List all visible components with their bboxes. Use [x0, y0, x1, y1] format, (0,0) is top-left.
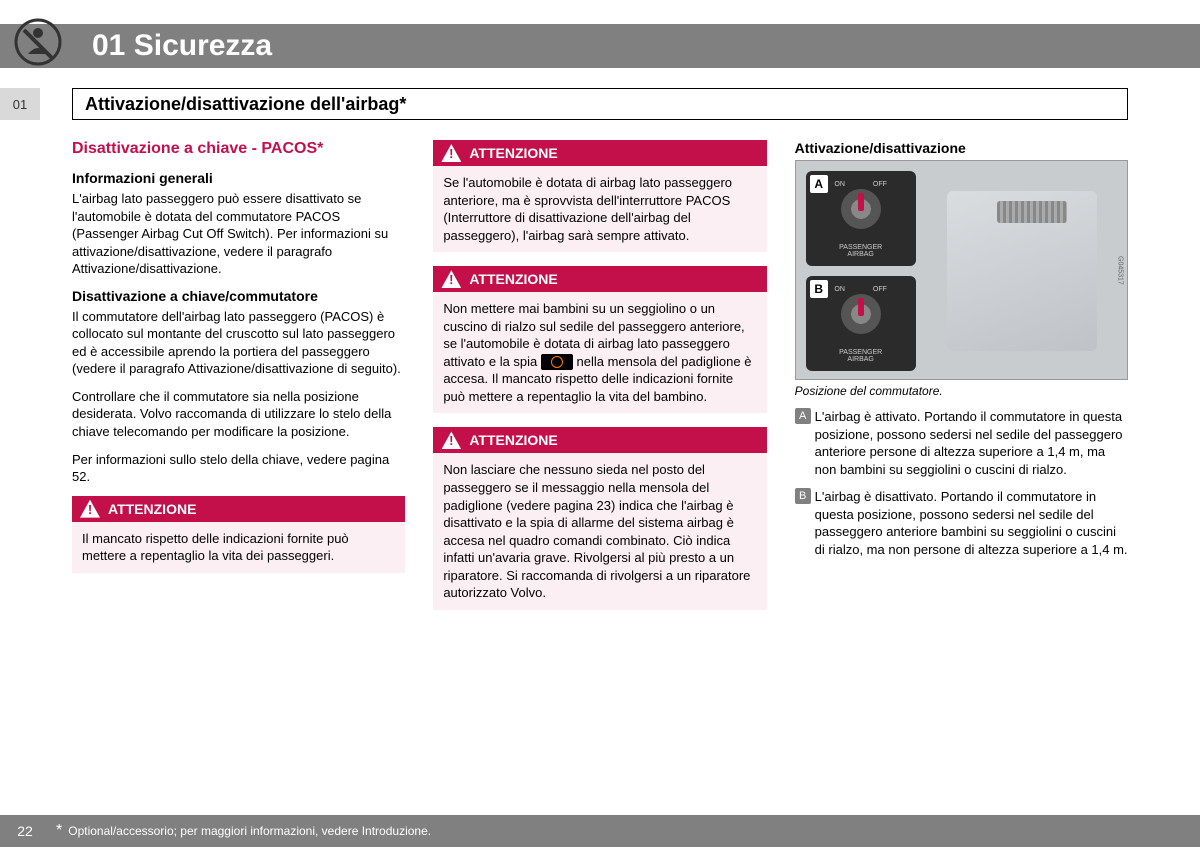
panel-sublabel: PASSENGER AIRBAG	[839, 244, 882, 258]
on-off-labels: ON OFF	[834, 181, 887, 188]
col1-sub2: Disattivazione a chiave/commutatore	[72, 288, 405, 304]
warning-header: ATTENZIONE	[433, 140, 766, 166]
column-2: ATTENZIONE Se l'automobile è dotata di a…	[433, 140, 766, 624]
warning-header: ATTENZIONE	[433, 266, 766, 292]
warning-header: ATTENZIONE	[72, 496, 405, 522]
chapter-header: 01 Sicurezza	[0, 24, 1200, 68]
col1-warning: ATTENZIONE Il mancato rispetto delle ind…	[72, 496, 405, 573]
on-label: ON	[834, 181, 845, 188]
seatbelt-icon	[8, 12, 68, 72]
off-label: OFF	[873, 286, 887, 293]
pacos-switch-figure: A ON OFF PASSENGER AIRBAG B ON OFF PASSE…	[795, 160, 1128, 380]
on-off-labels: ON OFF	[834, 286, 887, 293]
warning-triangle-icon	[441, 431, 461, 449]
warning-body: Non mettere mai bambini su un seggiolino…	[433, 292, 766, 413]
col1-p4: Per informazioni sullo stelo della chiav…	[72, 451, 405, 486]
panel-sublabel: PASSENGER AIRBAG	[839, 349, 882, 363]
warning-body: Se l'automobile è dotata di airbag lato …	[433, 166, 766, 252]
col2-warning-3: ATTENZIONE Non lasciare che nessuno sied…	[433, 427, 766, 609]
vent-shape	[997, 201, 1067, 223]
warning-header: ATTENZIONE	[433, 427, 766, 453]
warning-triangle-icon	[80, 500, 100, 518]
badge-b: B	[795, 488, 811, 504]
off-label: OFF	[873, 181, 887, 188]
chapter-num: 01	[92, 29, 125, 62]
list-item-a: A L'airbag è attivato. Portando il commu…	[795, 408, 1128, 478]
col3-heading: Attivazione/disattivazione	[795, 140, 1128, 156]
col1-sub1: Informazioni generali	[72, 170, 405, 186]
panel-tag-a: A	[810, 175, 828, 193]
content-area: Disattivazione a chiave - PACOS* Informa…	[72, 140, 1128, 624]
figure-caption: Posizione del commutatore.	[795, 384, 1128, 398]
on-label: ON	[834, 286, 845, 293]
section-title: Attivazione/disattivazione dell'airbag*	[72, 88, 1128, 120]
switch-panel-a: A ON OFF PASSENGER AIRBAG	[806, 171, 916, 266]
warning-triangle-icon	[441, 270, 461, 288]
page-footer: 22 * Optional/accessorio; per maggiori i…	[0, 815, 1200, 847]
chapter-name: Sicurezza	[134, 29, 272, 62]
warning-label: ATTENZIONE	[469, 432, 557, 448]
panel-tag-b: B	[810, 280, 828, 298]
switch-dial-icon	[841, 294, 881, 334]
warning-label: ATTENZIONE	[108, 501, 196, 517]
col1-p2: Il commutatore dell'airbag lato passegge…	[72, 308, 405, 378]
warning-body: Il mancato rispetto delle indicazioni fo…	[72, 522, 405, 573]
switch-panel-b: B ON OFF PASSENGER AIRBAG	[806, 276, 916, 371]
page-number: 22	[0, 823, 50, 839]
airbag-indicator-icon	[541, 354, 573, 370]
item-a-text: L'airbag è attivato. Portando il commuta…	[815, 408, 1128, 478]
switch-dial-icon	[841, 189, 881, 229]
warning-label: ATTENZIONE	[469, 145, 557, 161]
warning-triangle-icon	[441, 144, 461, 162]
warning-label: ATTENZIONE	[469, 271, 557, 287]
asterisk-icon: *	[56, 822, 62, 840]
warning-body: Non lasciare che nessuno sieda nel posto…	[433, 453, 766, 609]
badge-a: A	[795, 408, 811, 424]
list-item-b: B L'airbag è disattivato. Portando il co…	[795, 488, 1128, 558]
col1-heading: Disattivazione a chiave - PACOS*	[72, 140, 405, 158]
footer-note: Optional/accessorio; per maggiori inform…	[68, 824, 431, 838]
col1-p3: Controllare che il commutatore sia nella…	[72, 388, 405, 441]
item-b-text: L'airbag è disattivato. Portando il comm…	[815, 488, 1128, 558]
side-tab: 01	[0, 88, 40, 120]
figure-code: G045317	[1115, 171, 1125, 369]
col2-warning-2: ATTENZIONE Non mettere mai bambini su un…	[433, 266, 766, 413]
column-3: Attivazione/disattivazione A ON OFF PASS…	[795, 140, 1128, 624]
col1-p1: L'airbag lato passeggero può essere disa…	[72, 190, 405, 278]
column-1: Disattivazione a chiave - PACOS* Informa…	[72, 140, 405, 624]
col2-warning-1: ATTENZIONE Se l'automobile è dotata di a…	[433, 140, 766, 252]
chapter-title: 01 Sicurezza	[92, 29, 272, 63]
